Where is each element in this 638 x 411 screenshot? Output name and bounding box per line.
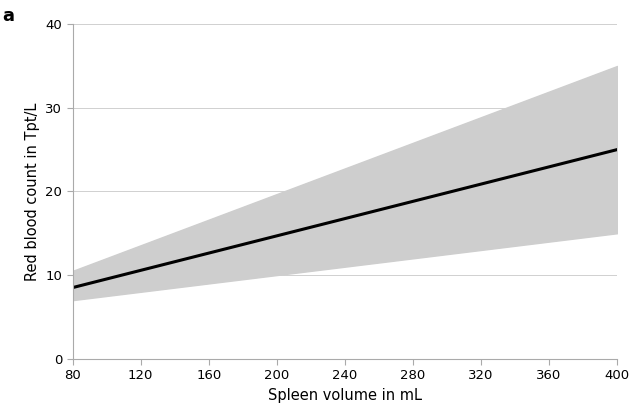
X-axis label: Spleen volume in mL: Spleen volume in mL bbox=[268, 388, 422, 403]
Y-axis label: Red blood count in Tpt/L: Red blood count in Tpt/L bbox=[25, 102, 40, 281]
Text: a: a bbox=[2, 7, 14, 25]
